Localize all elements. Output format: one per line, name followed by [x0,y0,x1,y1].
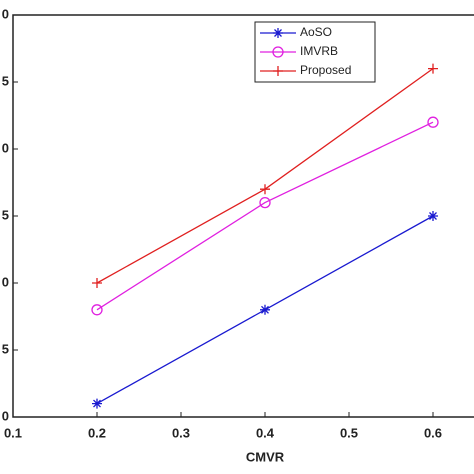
legend: AoSO IMVRB Proposed [254,21,376,83]
legend-label: AoSO [300,25,332,39]
legend-marker [272,46,284,58]
y-tick-label: 5 [2,341,9,356]
legend-marker [273,66,283,76]
data-point [427,116,439,128]
x-tick-label: 0.6 [424,425,442,440]
x-tick-label: 0.3 [172,425,190,440]
y-tick-label: 0 [2,274,9,289]
series-line [96,121,434,311]
y-tick-label: 0 [2,408,9,423]
x-tick-label: 0.2 [88,425,106,440]
x-tick-label: 0.4 [256,425,275,440]
legend-marker [273,28,283,38]
legend-label: Proposed [300,63,351,77]
data-point [260,304,270,315]
y-tick-label: 5 [2,73,9,88]
data-point [428,211,438,221]
data-point [91,304,103,316]
y-tick-label: 0 [2,140,9,155]
y-tick-label: 0 [2,6,9,21]
x-axis-label: CMVR [246,449,285,464]
data-point [428,63,438,74]
x-tick-label: 0.1 [4,425,22,440]
data-point [260,184,270,195]
x-tick-label: 0.5 [340,425,358,440]
data-point [259,196,271,209]
data-point [92,278,102,288]
y-tick-label: 5 [2,207,9,222]
legend-label: IMVRB [300,44,338,58]
data-point [92,398,102,409]
